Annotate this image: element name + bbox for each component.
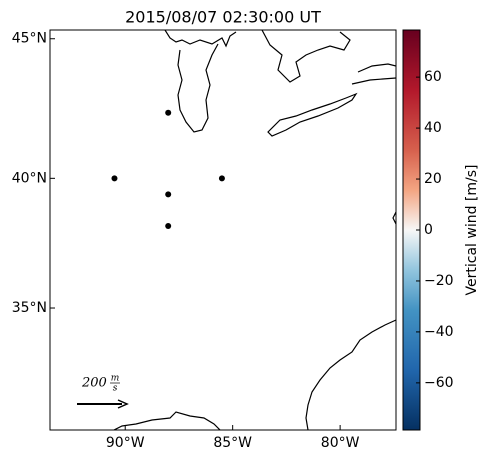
colorbar-tick-label: 40	[424, 120, 442, 136]
scale-value: 200	[81, 376, 107, 391]
colorbar-label: Vertical wind [m/s]	[464, 165, 480, 296]
colorbar-tick-label: 20	[424, 171, 442, 187]
station-point	[165, 191, 172, 198]
x-tick-label: 90°W	[106, 435, 145, 451]
x-tick-label: 85°W	[213, 435, 252, 451]
map-frame	[49, 29, 397, 431]
coastlines	[112, 30, 396, 430]
station-point	[218, 175, 225, 182]
arrow-head	[117, 399, 129, 409]
colorbar-tick-label: −40	[424, 324, 454, 340]
x-tick-label: 80°W	[321, 435, 360, 451]
station-point	[111, 175, 118, 182]
station-point	[165, 109, 172, 116]
chart-title: 2015/08/07 02:30:00 UT	[125, 8, 321, 27]
scale-unit-num: m	[111, 374, 120, 384]
y-tick-label: 35°N	[12, 300, 47, 316]
colorbar-tick-label: −60	[424, 375, 454, 391]
y-tick-label: 45°N	[12, 31, 47, 47]
colorbar-tick-label: −20	[424, 273, 454, 289]
scale-unit-den: s	[113, 384, 118, 394]
y-tick-label: 40°N	[12, 170, 47, 186]
station-point	[165, 223, 172, 230]
colorbar-tick-label: 0	[424, 222, 433, 238]
colorbar-tick-label: 60	[424, 69, 442, 85]
